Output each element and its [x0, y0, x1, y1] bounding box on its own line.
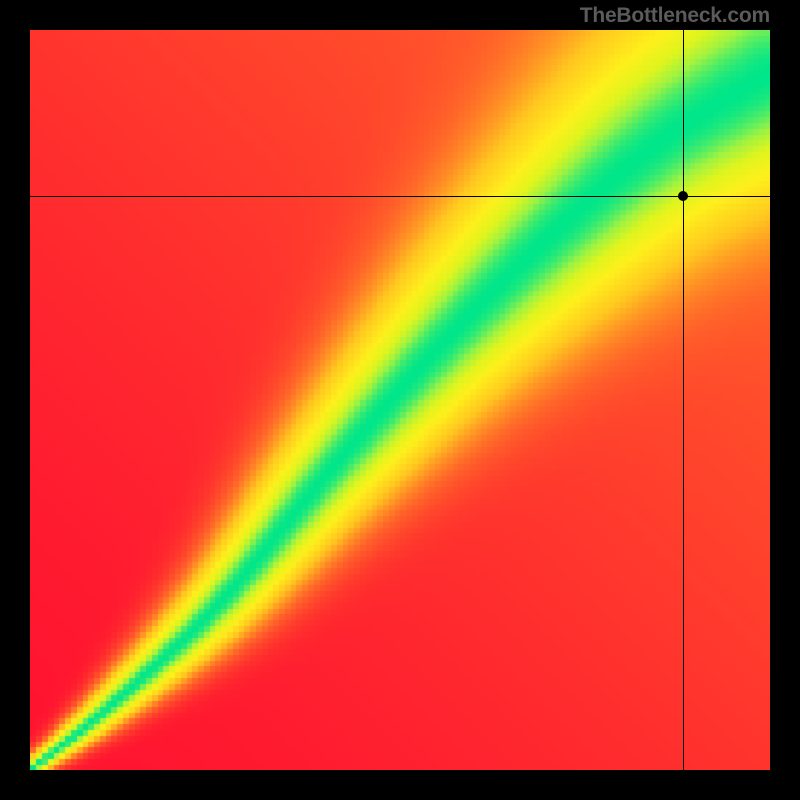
bottleneck-heatmap: [30, 30, 770, 770]
crosshair-horizontal: [30, 196, 770, 197]
heatmap-canvas: [30, 30, 770, 770]
crosshair-vertical: [683, 30, 684, 770]
selection-point-marker: [678, 191, 688, 201]
watermark-text: TheBottleneck.com: [580, 4, 770, 28]
